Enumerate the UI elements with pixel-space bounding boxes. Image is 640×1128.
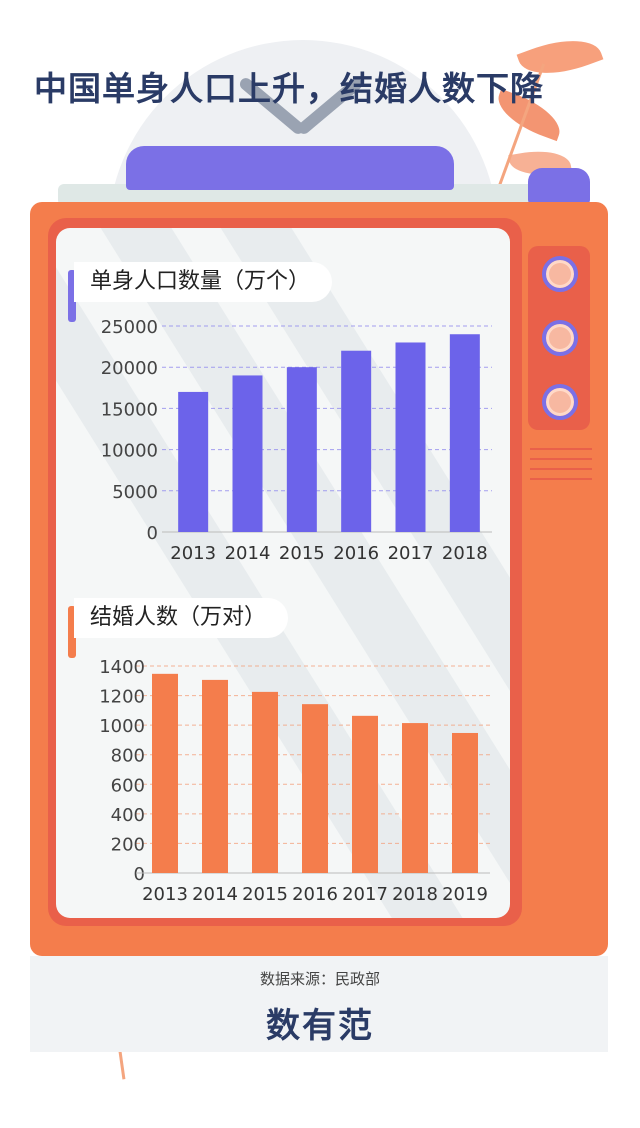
knob-1 xyxy=(542,256,578,292)
vent-line xyxy=(530,478,592,480)
y-tick-label: 5000 xyxy=(112,482,158,503)
x-tick-label: 2015 xyxy=(279,543,325,564)
y-tick-label: 15000 xyxy=(101,399,158,420)
bar xyxy=(178,391,209,532)
x-tick-label: 2016 xyxy=(333,543,379,564)
bar xyxy=(341,350,372,532)
x-tick-label: 2017 xyxy=(388,543,434,564)
y-tick-label: 1400 xyxy=(99,657,145,678)
tv-top-knob xyxy=(528,168,590,204)
chart1-title-accent xyxy=(68,270,76,322)
bar xyxy=(402,723,428,873)
vent-line xyxy=(530,448,592,450)
y-tick-label: 1000 xyxy=(99,716,145,737)
vent-line xyxy=(530,458,592,460)
bar xyxy=(395,342,426,532)
bar xyxy=(152,673,178,873)
brand-logo: 数有范 xyxy=(266,1006,374,1046)
knob-2 xyxy=(542,320,578,356)
bar xyxy=(232,375,263,532)
y-tick-label: 1200 xyxy=(99,687,145,708)
page-title: 中国单身人口上升，结婚人数下降 xyxy=(34,69,544,108)
vent-line xyxy=(530,468,592,470)
y-tick-label: 0 xyxy=(134,864,145,885)
tv-top-bar xyxy=(126,146,454,190)
bar xyxy=(352,715,378,873)
x-tick-label: 2014 xyxy=(192,884,238,905)
x-tick-label: 2016 xyxy=(292,884,338,905)
bar xyxy=(452,732,478,873)
x-tick-label: 2014 xyxy=(225,543,271,564)
y-tick-label: 800 xyxy=(111,746,145,767)
x-tick-label: 2019 xyxy=(442,884,488,905)
x-tick-label: 2015 xyxy=(242,884,288,905)
bar xyxy=(252,691,278,873)
y-tick-label: 600 xyxy=(111,775,145,796)
bar xyxy=(202,679,228,873)
x-tick-label: 2013 xyxy=(170,543,216,564)
x-tick-label: 2017 xyxy=(342,884,388,905)
x-tick-label: 2013 xyxy=(142,884,188,905)
bar xyxy=(286,367,317,532)
chart2-title-accent xyxy=(68,606,76,658)
screen xyxy=(56,228,510,918)
x-tick-label: 2018 xyxy=(392,884,438,905)
x-tick-label: 2018 xyxy=(442,543,488,564)
bar xyxy=(449,334,480,532)
y-tick-label: 200 xyxy=(111,834,145,855)
chart2-title: 结婚人数（万对） xyxy=(74,598,289,638)
y-tick-label: 0 xyxy=(147,523,158,544)
y-tick-label: 20000 xyxy=(101,358,158,379)
y-tick-label: 10000 xyxy=(101,441,158,462)
chart1-title: 单身人口数量（万个） xyxy=(74,262,333,302)
bottom-shelf xyxy=(30,956,608,1052)
y-tick-label: 400 xyxy=(111,805,145,826)
bar xyxy=(302,704,328,873)
y-tick-label: 25000 xyxy=(101,317,158,338)
data-source: 数据来源：民政部 xyxy=(259,970,380,988)
knob-3 xyxy=(542,384,578,420)
